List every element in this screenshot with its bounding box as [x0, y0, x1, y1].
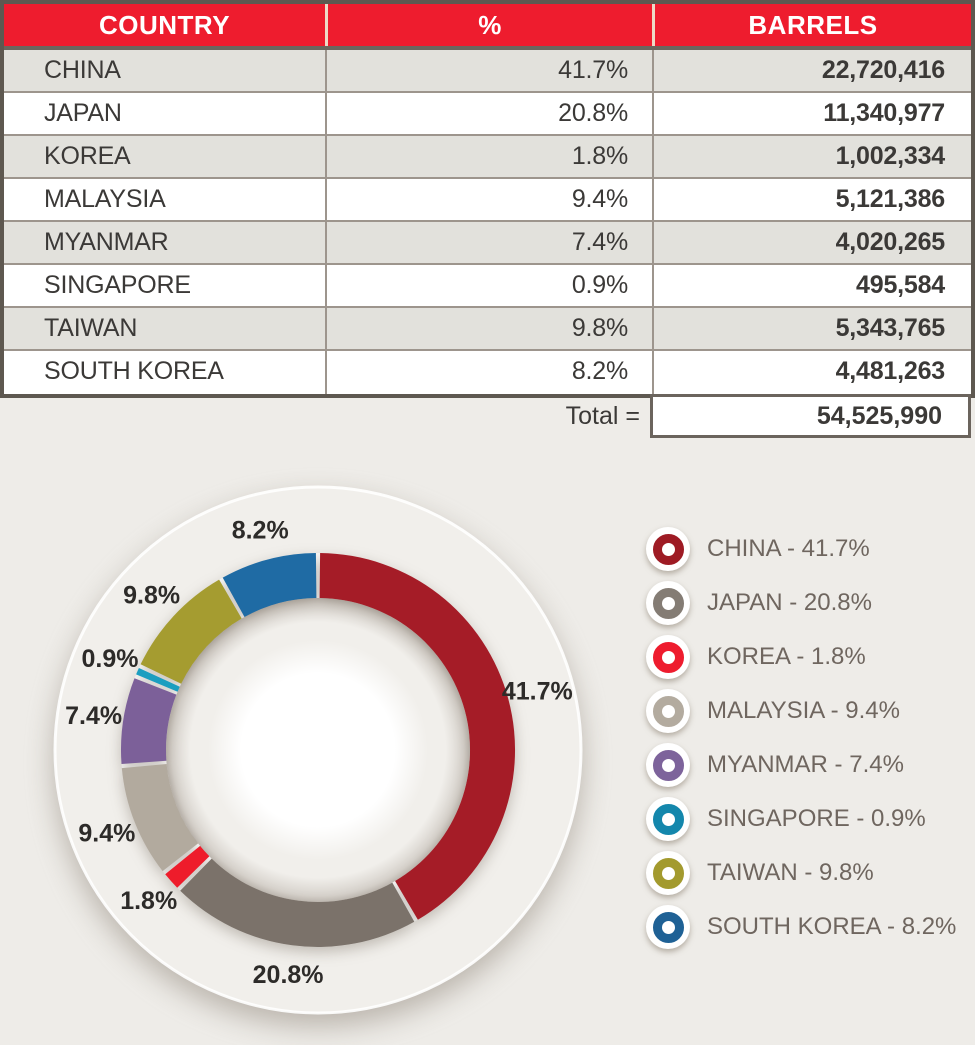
cell-pct: 9.8% — [325, 308, 652, 349]
total-value-cell: 54,525,990 — [650, 394, 971, 438]
cell-pct: 0.9% — [325, 265, 652, 306]
donut-segments — [120, 553, 516, 947]
donut-segment-singapore — [136, 668, 180, 692]
table-body: CHINA 41.7% 22,720,416 JAPAN 20.8% 11,340,977… — [4, 50, 971, 394]
table-row: CHINA 41.7% 22,720,416 — [4, 50, 971, 93]
slice-label: 9.8% — [123, 582, 180, 610]
legend-ring-icon — [646, 581, 690, 625]
legend-ring-color — [652, 533, 684, 565]
slice-labels: 41.7% 20.8% 1.8% 9.4% 7.4% 0.9% 9.8% 8.2% — [65, 517, 573, 990]
slice-label: 41.7% — [502, 678, 573, 706]
col-header-barrels: BARRELS — [652, 4, 971, 46]
cell-barrels: 1,002,334 — [652, 136, 971, 177]
legend-label: TAIWAN - 9.8% — [707, 859, 874, 886]
cell-country: MALAYSIA — [44, 185, 166, 213]
legend-ring-icon — [646, 743, 690, 787]
col-header-country: COUNTRY — [98, 10, 231, 40]
donut-segment-malaysia — [121, 764, 199, 872]
table-header-row: COUNTRY % BARRELS — [4, 4, 971, 50]
cell-country: MYANMAR — [44, 228, 169, 256]
slice-label: 0.9% — [82, 645, 139, 673]
cell-barrels: 4,020,265 — [652, 222, 971, 263]
legend-item: KOREA - 1.8% — [646, 635, 956, 679]
legend-ring-color — [652, 803, 684, 835]
cell-country: KOREA — [44, 142, 131, 170]
legend-label: SOUTH KOREA - 8.2% — [707, 913, 957, 940]
legend-label: CHINA - 41.7% — [707, 535, 870, 562]
legend-ring-color — [652, 911, 684, 943]
cell-barrels: 5,121,386 — [652, 179, 971, 220]
cell-pct: 1.8% — [325, 136, 652, 177]
legend-item: SOUTH KOREA - 8.2% — [646, 905, 956, 949]
donut-segment-myanmar — [120, 678, 177, 764]
cell-country: SOUTH KOREA — [44, 357, 224, 385]
legend-label: JAPAN - 20.8% — [707, 589, 872, 616]
legend-ring-color — [652, 749, 684, 781]
legend-ring-icon — [646, 905, 690, 949]
legend-ring-icon — [646, 689, 690, 733]
total-label: Total = — [565, 401, 640, 430]
cell-country: TAIWAN — [44, 314, 138, 342]
legend-item: SINGAPORE - 0.9% — [646, 797, 956, 841]
slice-label: 1.8% — [120, 887, 177, 915]
legend-item: MALAYSIA - 9.4% — [646, 689, 956, 733]
table-row: KOREA 1.8% 1,002,334 — [4, 136, 971, 179]
cell-barrels: 22,720,416 — [652, 50, 971, 91]
cell-barrels: 5,343,765 — [652, 308, 971, 349]
legend-ring-icon — [646, 851, 690, 895]
table-row: SOUTH KOREA 8.2% 4,481,263 — [4, 351, 971, 394]
cell-pct: 7.4% — [325, 222, 652, 263]
donut-segment-japan — [180, 858, 415, 947]
donut-segment-china — [319, 553, 516, 920]
legend-ring-icon — [646, 527, 690, 571]
chart-legend: CHINA - 41.7% JAPAN - 20.8% KOREA - 1.8% MA… — [646, 527, 956, 959]
legend-ring-color — [652, 587, 684, 619]
slice-label: 20.8% — [253, 961, 324, 989]
table-row: JAPAN 20.8% 11,340,977 — [4, 93, 971, 136]
col-header-percent: % — [325, 4, 652, 46]
donut-center-highlight — [208, 640, 428, 860]
donut-segment-south-korea — [222, 553, 317, 617]
cell-pct: 9.4% — [325, 179, 652, 220]
legend-ring-icon — [646, 797, 690, 841]
legend-label: MALAYSIA - 9.4% — [707, 697, 900, 724]
slice-label: 8.2% — [232, 517, 289, 545]
cell-country: CHINA — [44, 56, 121, 84]
cell-pct: 20.8% — [325, 93, 652, 134]
total-row: Total = 54,525,990 — [0, 394, 975, 438]
donut-chart: 41.7% 20.8% 1.8% 9.4% 7.4% 0.9% 9.8% 8.2% — [53, 485, 583, 1015]
donut-segment-taiwan — [140, 579, 242, 684]
legend-item: MYANMAR - 7.4% — [646, 743, 956, 787]
donut-segment-korea — [165, 845, 210, 888]
cell-pct: 8.2% — [325, 351, 652, 394]
table-row: MYANMAR 7.4% 4,020,265 — [4, 222, 971, 265]
cell-barrels: 4,481,263 — [652, 351, 971, 394]
legend-label: SINGAPORE - 0.9% — [707, 805, 926, 832]
barrels-table: COUNTRY % BARRELS CHINA 41.7% 22,720,416 JA… — [0, 0, 975, 398]
slice-label: 7.4% — [65, 702, 122, 730]
cell-barrels: 495,584 — [652, 265, 971, 306]
legend-item: CHINA - 41.7% — [646, 527, 956, 571]
cell-barrels: 11,340,977 — [652, 93, 971, 134]
legend-ring-color — [652, 641, 684, 673]
legend-ring-color — [652, 695, 684, 727]
legend-label: KOREA - 1.8% — [707, 643, 866, 670]
legend-label: MYANMAR - 7.4% — [707, 751, 904, 778]
table-row: TAIWAN 9.8% 5,343,765 — [4, 308, 971, 351]
table-row: SINGAPORE 0.9% 495,584 — [4, 265, 971, 308]
legend-ring-color — [652, 857, 684, 889]
legend-item: TAIWAN - 9.8% — [646, 851, 956, 895]
legend-item: JAPAN - 20.8% — [646, 581, 956, 625]
slice-label: 9.4% — [78, 820, 135, 848]
legend-ring-icon — [646, 635, 690, 679]
cell-pct: 41.7% — [325, 50, 652, 91]
cell-country: JAPAN — [44, 99, 122, 127]
cell-country: SINGAPORE — [44, 271, 191, 299]
table-row: MALAYSIA 9.4% 5,121,386 — [4, 179, 971, 222]
